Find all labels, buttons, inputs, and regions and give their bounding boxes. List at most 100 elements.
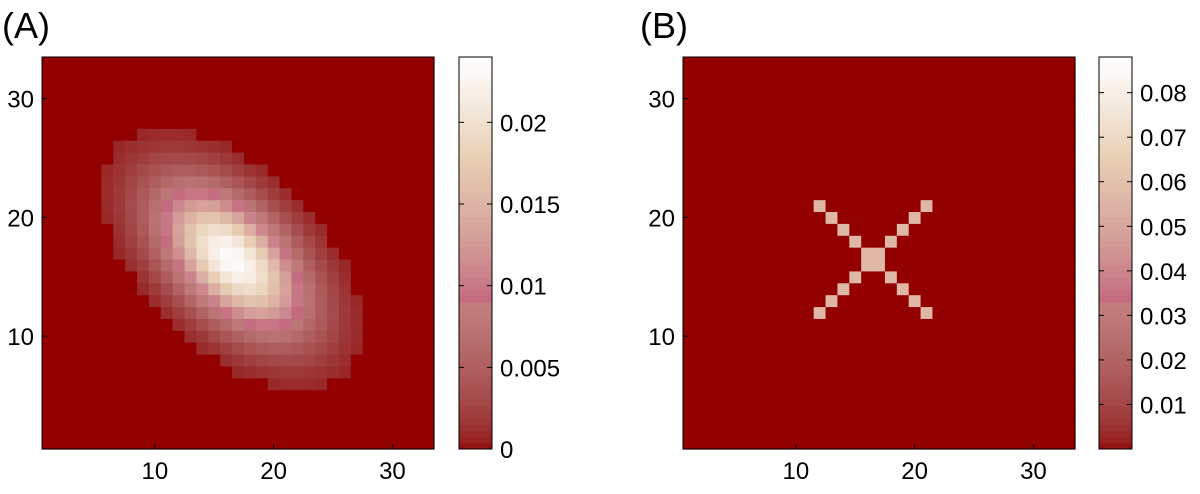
heatmap-cell	[944, 413, 957, 426]
heatmap-cell	[315, 140, 328, 153]
heatmap-cell	[184, 57, 198, 70]
heatmap-cell	[172, 116, 186, 129]
heatmap-cell	[267, 306, 281, 319]
heatmap-cell	[315, 80, 328, 94]
heatmap-cell	[789, 104, 803, 117]
heatmap-cell	[160, 235, 174, 248]
heatmap-cell	[873, 365, 886, 379]
heatmap-cell	[1015, 199, 1029, 213]
heatmap-cell	[932, 318, 945, 331]
heatmap-cell	[837, 342, 850, 355]
heatmap-cell	[813, 413, 827, 426]
heatmap-cell	[718, 294, 732, 308]
heatmap-cell	[184, 377, 198, 391]
heatmap-cell	[338, 57, 352, 70]
heatmap-cell	[65, 425, 79, 438]
heatmap-cell	[398, 365, 411, 379]
heatmap-cell	[208, 377, 221, 391]
heatmap-cell	[944, 152, 957, 165]
heatmap-cell	[683, 413, 696, 426]
heatmap-cell	[315, 116, 328, 129]
colorbar-segment	[1099, 351, 1132, 358]
heatmap-cell	[338, 425, 352, 438]
colorbar-segment	[1099, 222, 1132, 230]
heatmap-cell	[42, 413, 55, 426]
heatmap-cell	[398, 187, 411, 201]
heatmap-cell	[303, 353, 316, 367]
heatmap-cell	[861, 140, 874, 153]
heatmap-cell	[374, 294, 388, 308]
heatmap-cell	[837, 80, 850, 94]
heatmap-cell	[350, 163, 364, 177]
heatmap-cell	[861, 401, 874, 414]
heatmap-cell	[243, 247, 257, 260]
heatmap-cell	[944, 68, 957, 82]
heatmap-cell	[754, 104, 767, 117]
heatmap-cell	[908, 270, 922, 284]
heatmap-cell	[694, 211, 708, 224]
heatmap-cell	[243, 92, 257, 106]
heatmap-cell	[908, 389, 922, 403]
heatmap-cell	[932, 199, 945, 213]
heatmap-cell	[148, 187, 162, 201]
heatmap-cell	[398, 353, 411, 367]
heatmap-cell	[113, 163, 126, 177]
heatmap-cell	[873, 68, 886, 82]
heatmap-cell	[861, 80, 874, 94]
heatmap-cell	[968, 104, 981, 117]
heatmap-cell	[1003, 80, 1017, 94]
heatmap-cell	[255, 318, 269, 331]
heatmap-cell	[243, 318, 257, 331]
colorbar-segment	[1099, 253, 1132, 260]
heatmap-cell	[350, 175, 364, 189]
heatmap-cell	[338, 211, 352, 224]
heatmap-cell	[255, 365, 269, 379]
heatmap-cell	[232, 80, 245, 94]
heatmap-cell	[315, 389, 328, 403]
heatmap-cell	[801, 282, 815, 296]
heatmap-cell	[327, 80, 340, 94]
heatmap-cell	[968, 68, 981, 82]
heatmap-cell	[410, 128, 423, 141]
heatmap-cell	[137, 199, 150, 213]
heatmap-cell	[148, 413, 162, 426]
heatmap-cell	[1051, 353, 1064, 367]
heatmap-cell	[362, 92, 376, 106]
heatmap-cell	[896, 57, 910, 70]
heatmap-cell	[706, 306, 720, 319]
heatmap-cell	[243, 294, 257, 308]
heatmap-cell	[53, 353, 67, 367]
colorbar-segment	[1099, 99, 1132, 107]
heatmap-cell	[742, 163, 755, 177]
heatmap-cell	[908, 80, 922, 94]
heatmap-cell	[42, 282, 55, 296]
colorbar-segment	[1099, 424, 1132, 432]
heatmap-cell	[825, 187, 839, 201]
heatmap-cell	[65, 116, 79, 129]
heatmap-cell	[683, 175, 696, 189]
heatmap-cell	[706, 270, 720, 284]
heatmap-cell	[137, 187, 150, 201]
heatmap-cell	[813, 377, 827, 391]
heatmap-cell	[1003, 187, 1017, 201]
y-tick-label: 10	[648, 324, 675, 351]
heatmap-cell	[232, 152, 245, 165]
heatmap-cell	[706, 68, 720, 82]
heatmap-cell	[742, 57, 755, 70]
heatmap-cell	[160, 128, 174, 141]
heatmap-cell	[1015, 389, 1029, 403]
heatmap-cell	[683, 330, 696, 343]
heatmap-cell	[208, 282, 221, 296]
heatmap-cell	[683, 199, 696, 213]
heatmap-cell	[837, 401, 850, 414]
colorbar-segment	[459, 167, 492, 174]
heatmap-cell	[89, 353, 102, 367]
heatmap-cell	[291, 425, 304, 438]
colorbar-segment	[459, 99, 492, 107]
heatmap-cell	[778, 413, 791, 426]
heatmap-cell	[837, 152, 850, 165]
heatmap-cell	[1039, 282, 1052, 296]
heatmap-cell	[386, 92, 399, 106]
heatmap-cell	[172, 247, 186, 260]
colorbar-segment	[1099, 265, 1132, 272]
